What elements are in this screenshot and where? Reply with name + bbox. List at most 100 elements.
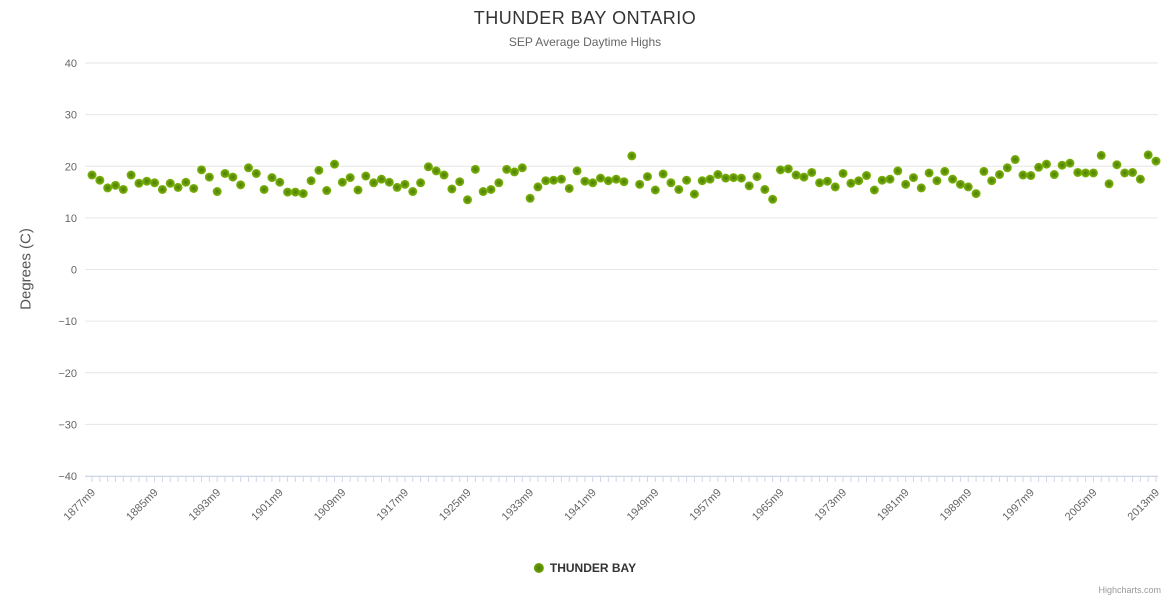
data-point[interactable] bbox=[1096, 150, 1106, 160]
data-point[interactable] bbox=[830, 182, 840, 192]
data-point[interactable] bbox=[1143, 150, 1153, 160]
data-point[interactable] bbox=[126, 170, 136, 180]
data-point[interactable] bbox=[181, 177, 191, 187]
data-point[interactable] bbox=[306, 176, 316, 186]
data-point[interactable] bbox=[259, 184, 269, 194]
data-point[interactable] bbox=[204, 172, 214, 182]
data-point[interactable] bbox=[650, 185, 660, 195]
data-point[interactable] bbox=[1135, 174, 1145, 184]
data-point[interactable] bbox=[165, 178, 175, 188]
data-point[interactable] bbox=[885, 174, 895, 184]
data-point[interactable] bbox=[1112, 160, 1122, 170]
data-point[interactable] bbox=[470, 164, 480, 174]
data-point[interactable] bbox=[494, 178, 504, 188]
data-point[interactable] bbox=[666, 178, 676, 188]
data-point[interactable] bbox=[549, 175, 559, 185]
data-point[interactable] bbox=[674, 184, 684, 194]
data-point[interactable] bbox=[251, 168, 261, 178]
data-point[interactable] bbox=[509, 167, 519, 177]
data-point[interactable] bbox=[463, 195, 473, 205]
data-point[interactable] bbox=[799, 172, 809, 182]
data-point[interactable] bbox=[236, 180, 246, 190]
data-point[interactable] bbox=[721, 173, 731, 183]
data-point[interactable] bbox=[541, 176, 551, 186]
data-point[interactable] bbox=[134, 178, 144, 188]
data-point[interactable] bbox=[893, 166, 903, 176]
data-point[interactable] bbox=[1128, 167, 1138, 177]
data-point[interactable] bbox=[431, 166, 441, 176]
data-point[interactable] bbox=[1081, 168, 1091, 178]
data-point[interactable] bbox=[1010, 155, 1020, 165]
data-point[interactable] bbox=[815, 178, 825, 188]
data-point[interactable] bbox=[1049, 170, 1059, 180]
data-point[interactable] bbox=[1057, 160, 1067, 170]
data-point[interactable] bbox=[502, 164, 512, 174]
data-point[interactable] bbox=[330, 159, 340, 169]
data-point[interactable] bbox=[384, 177, 394, 187]
data-point[interactable] bbox=[173, 182, 183, 192]
data-point[interactable] bbox=[744, 181, 754, 191]
data-point[interactable] bbox=[400, 179, 410, 189]
data-point[interactable] bbox=[987, 176, 997, 186]
data-point[interactable] bbox=[314, 165, 324, 175]
data-point[interactable] bbox=[1018, 170, 1028, 180]
data-point[interactable] bbox=[447, 184, 457, 194]
data-point[interactable] bbox=[979, 166, 989, 176]
data-point[interactable] bbox=[611, 174, 621, 184]
data-point[interactable] bbox=[916, 183, 926, 193]
data-point[interactable] bbox=[416, 178, 426, 188]
data-point[interactable] bbox=[392, 182, 402, 192]
data-point[interactable] bbox=[877, 175, 887, 185]
data-point[interactable] bbox=[869, 185, 879, 195]
data-point[interactable] bbox=[1026, 171, 1036, 181]
data-point[interactable] bbox=[361, 171, 371, 181]
data-point[interactable] bbox=[838, 168, 848, 178]
data-point[interactable] bbox=[298, 189, 308, 199]
data-point[interactable] bbox=[525, 193, 535, 203]
data-point[interactable] bbox=[345, 173, 355, 183]
data-point[interactable] bbox=[533, 182, 543, 192]
data-point[interactable] bbox=[901, 179, 911, 189]
data-point[interactable] bbox=[564, 183, 574, 193]
data-point[interactable] bbox=[556, 174, 566, 184]
data-point[interactable] bbox=[486, 184, 496, 194]
data-point[interactable] bbox=[95, 175, 105, 185]
data-point[interactable] bbox=[1151, 156, 1161, 166]
data-point[interactable] bbox=[924, 168, 934, 178]
data-point[interactable] bbox=[228, 172, 238, 182]
data-point[interactable] bbox=[807, 167, 817, 177]
data-point[interactable] bbox=[588, 178, 598, 188]
data-point[interactable] bbox=[275, 177, 285, 187]
data-point[interactable] bbox=[1088, 168, 1098, 178]
data-point[interactable] bbox=[822, 176, 832, 186]
data-point[interactable] bbox=[1073, 167, 1083, 177]
data-point[interactable] bbox=[995, 170, 1005, 180]
highcharts-credits-link[interactable]: Highcharts.com bbox=[1098, 585, 1161, 595]
data-point[interactable] bbox=[517, 163, 527, 173]
data-point[interactable] bbox=[729, 173, 739, 183]
data-point[interactable] bbox=[760, 184, 770, 194]
data-point[interactable] bbox=[150, 178, 160, 188]
data-point[interactable] bbox=[369, 178, 379, 188]
data-point[interactable] bbox=[963, 182, 973, 192]
data-point[interactable] bbox=[971, 189, 981, 199]
data-point[interactable] bbox=[87, 170, 97, 180]
data-point[interactable] bbox=[791, 170, 801, 180]
data-point[interactable] bbox=[736, 173, 746, 183]
data-point[interactable] bbox=[142, 176, 152, 186]
data-point[interactable] bbox=[572, 166, 582, 176]
data-point[interactable] bbox=[603, 176, 613, 186]
data-point[interactable] bbox=[596, 173, 606, 183]
data-point[interactable] bbox=[627, 151, 637, 161]
data-point[interactable] bbox=[862, 171, 872, 181]
data-point[interactable] bbox=[110, 180, 120, 190]
data-point[interactable] bbox=[220, 168, 230, 178]
data-point[interactable] bbox=[1002, 163, 1012, 173]
data-point[interactable] bbox=[948, 174, 958, 184]
data-point[interactable] bbox=[423, 162, 433, 172]
data-point[interactable] bbox=[1034, 162, 1044, 172]
data-point[interactable] bbox=[157, 184, 167, 194]
data-point[interactable] bbox=[455, 177, 465, 187]
data-point[interactable] bbox=[267, 173, 277, 183]
data-point[interactable] bbox=[768, 194, 778, 204]
